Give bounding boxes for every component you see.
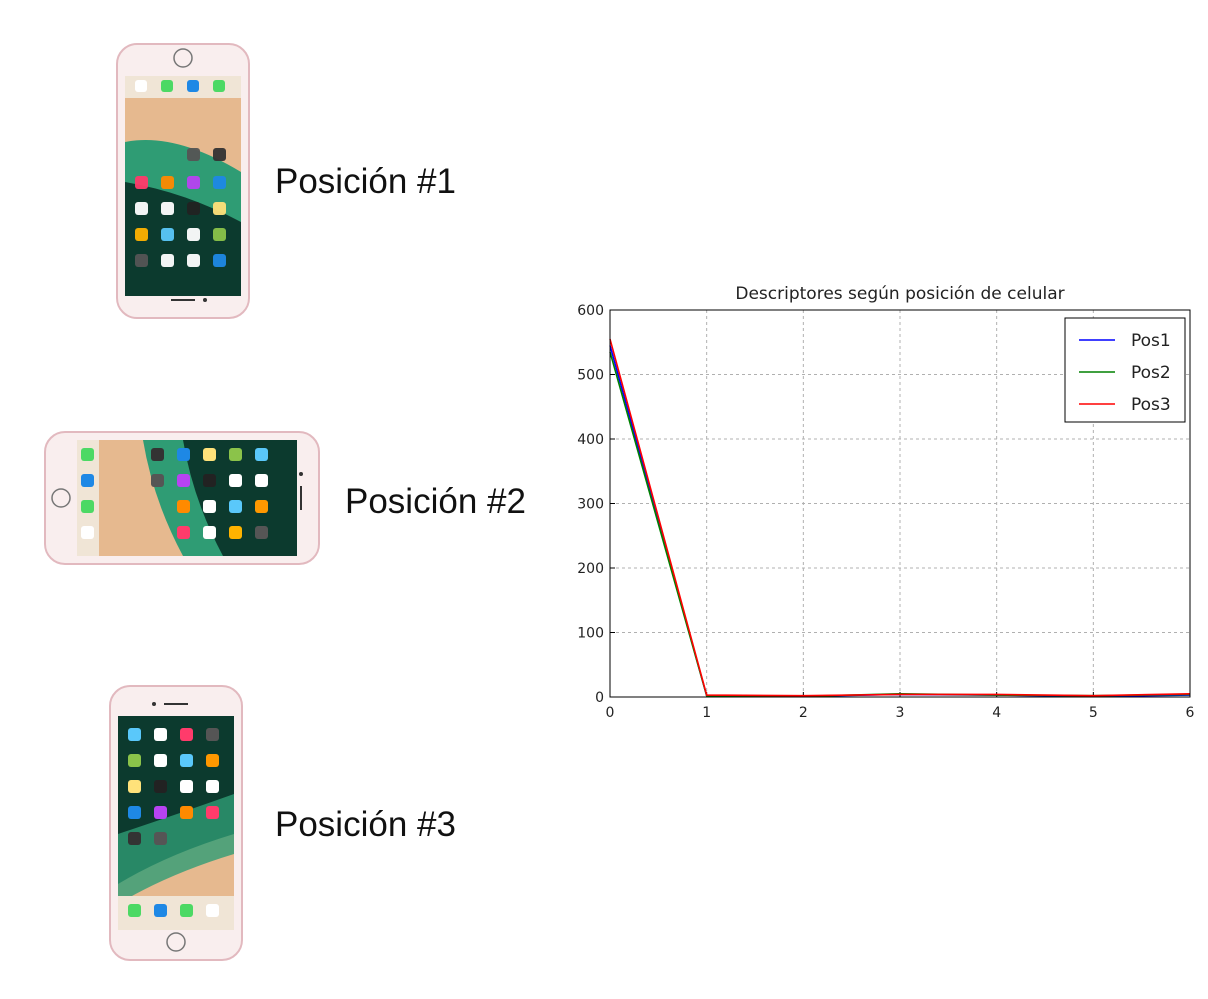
y-tick-label: 300 <box>577 497 604 513</box>
y-tick-label: 100 <box>577 626 604 642</box>
phone-position-2 <box>43 430 321 571</box>
y-tick-label: 0 <box>595 690 604 706</box>
series-line-pos3 <box>609 338 1191 697</box>
x-tick-label: 6 <box>1186 705 1195 721</box>
chart-grid <box>610 310 1190 697</box>
phone-3-image <box>109 685 243 961</box>
x-tick-label: 2 <box>799 705 808 721</box>
y-tick-label: 500 <box>577 368 604 384</box>
position-1-label: Posición #1 <box>275 162 456 201</box>
phone-2-image <box>44 431 320 565</box>
x-tick-label: 5 <box>1089 705 1098 721</box>
legend-label: Pos3 <box>1131 395 1171 415</box>
phone-position-3 <box>108 684 244 967</box>
y-tick-label: 600 <box>577 303 604 319</box>
plot-frame <box>609 309 1191 698</box>
x-tick-label: 1 <box>702 705 711 721</box>
chart-title: Descriptores según posición de celular <box>735 284 1064 304</box>
position-3-label: Posición #3 <box>275 805 456 844</box>
chart-legend: Pos1 Pos2 Pos3 <box>1064 317 1186 423</box>
x-tick-label: 4 <box>992 705 1001 721</box>
position-2-label: Posición #2 <box>345 482 526 521</box>
y-tick-label: 400 <box>577 432 604 448</box>
legend-box <box>1064 317 1186 423</box>
chart-series <box>609 338 1191 698</box>
x-tick-label: 0 <box>606 705 615 721</box>
x-axis-ticks: 0 1 2 3 4 5 6 <box>606 692 1195 721</box>
phone-1-image <box>116 43 250 319</box>
legend-label: Pos1 <box>1131 331 1171 351</box>
y-axis-ticks: 0 100 200 300 400 500 600 <box>577 303 615 706</box>
legend-label: Pos2 <box>1131 363 1171 383</box>
x-tick-label: 3 <box>896 705 905 721</box>
descriptors-line-chart: Descriptores según posición de celular 0… <box>577 284 1195 721</box>
phone-position-1 <box>115 42 251 325</box>
y-tick-label: 200 <box>577 561 604 577</box>
